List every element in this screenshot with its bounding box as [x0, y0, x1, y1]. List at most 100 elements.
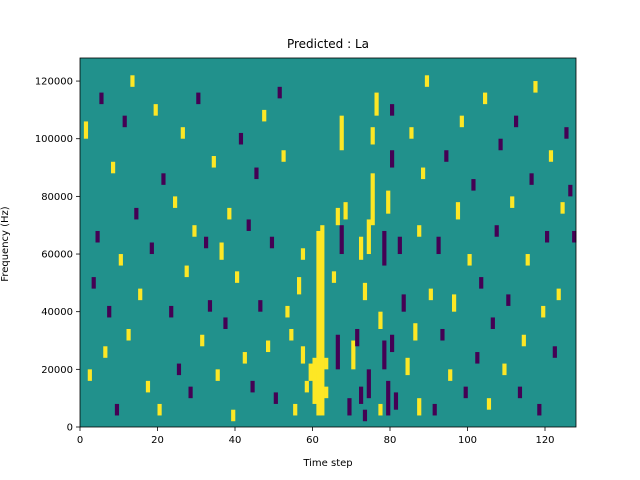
heatmap-cell [401, 294, 406, 312]
heatmap-cell [475, 352, 480, 364]
heatmap-cell [463, 386, 468, 399]
heatmap-cell [378, 311, 383, 329]
plot-area [79, 57, 577, 428]
heatmap-cell [502, 363, 507, 376]
heatmap-cell [479, 277, 484, 289]
heatmap-cell [335, 334, 340, 370]
heatmap-cell [374, 92, 379, 116]
heatmap-cell [223, 317, 228, 329]
heatmap-cell [529, 173, 534, 185]
y-tick-label: 80000 [41, 192, 73, 203]
heatmap-cell [467, 254, 472, 266]
heatmap-cell [324, 357, 329, 370]
heatmap-cell [397, 236, 402, 255]
heatmap-cell [83, 121, 89, 139]
heatmap-cell [440, 328, 445, 341]
heatmap-cell [514, 115, 519, 128]
heatmap-cell [254, 167, 259, 180]
heatmap-cell [366, 369, 371, 399]
x-tick-label: 80 [384, 435, 397, 446]
y-tick-label: 40000 [41, 307, 73, 318]
heatmap-cell [448, 369, 453, 381]
heatmap-cell [118, 254, 123, 266]
heatmap-cell [215, 369, 220, 381]
x-tick-label: 20 [151, 435, 164, 446]
heatmap-cell [362, 409, 368, 422]
heatmap-cell [564, 127, 569, 139]
heatmap-cell [204, 236, 209, 249]
heatmap-cell [339, 115, 344, 151]
heatmap-cell [107, 305, 112, 318]
heatmap-cell [200, 334, 205, 347]
heatmap-cell [366, 219, 371, 255]
heatmap-cell [359, 236, 364, 260]
heatmap-cell [359, 386, 364, 404]
heatmap-cell [192, 225, 197, 237]
heatmap-cell [266, 340, 271, 353]
heatmap-cell [393, 392, 399, 410]
heatmap-cell [390, 150, 395, 168]
heatmap-cell [405, 357, 410, 376]
x-axis-label: Time step [302, 458, 352, 469]
heatmap-cell [111, 161, 116, 174]
heatmap-cell [421, 167, 426, 180]
heatmap-cell [355, 328, 360, 347]
heatmap-cell [173, 196, 178, 208]
heatmap-cell [548, 150, 554, 162]
heatmap-cell [409, 127, 414, 139]
heatmap-cell [103, 346, 108, 358]
heatmap-cell [510, 196, 515, 208]
heatmap-cell [459, 115, 464, 128]
heatmap-cell [386, 380, 391, 416]
heatmap-cell [161, 173, 166, 185]
heatmap-cell [331, 271, 337, 283]
heatmap-cell [417, 225, 422, 237]
heatmap-cell [184, 265, 189, 278]
heatmap-cell [556, 288, 561, 301]
heatmap-cell [436, 236, 441, 255]
heatmap-cell [138, 288, 143, 301]
heatmap-cell [521, 334, 526, 347]
heatmap-cell [211, 156, 216, 168]
heatmap-cell [157, 403, 162, 416]
heatmap-cell [339, 225, 344, 255]
heatmap-cell [95, 230, 100, 243]
heatmap-cell [386, 190, 391, 214]
y-tick-label: 20000 [41, 365, 73, 376]
heatmap-cell [126, 328, 131, 341]
x-tick-label: 60 [306, 435, 319, 446]
heatmap-cell [169, 305, 174, 318]
heatmap-cell [262, 109, 267, 122]
heatmap-cell [312, 357, 317, 404]
heatmap-cell [351, 340, 356, 370]
plot-frame [79, 57, 577, 428]
chart-title: Predicted : La [287, 37, 369, 51]
x-tick-label: 0 [77, 435, 83, 446]
heatmap-cell [541, 305, 546, 318]
heatmap-cell [506, 294, 511, 306]
y-axis: 0 20000 40000 60000 80000 100000 120000 [35, 77, 80, 434]
heatmap-cell [87, 369, 92, 381]
heatmap-cell [498, 138, 503, 151]
heatmap-cell [149, 242, 154, 255]
heatmap-cell [455, 202, 461, 220]
heatmap-cell [269, 236, 275, 249]
x-axis: 0 20 40 60 80 100 120 [77, 427, 555, 446]
heatmap-cell [552, 346, 557, 358]
heatmap-cell [134, 207, 139, 220]
heatmap-cell [417, 398, 422, 416]
heatmap-cell [114, 403, 120, 416]
heatmap-cell [390, 334, 395, 353]
heatmap-cell [219, 242, 224, 260]
heatmap-cell [273, 392, 278, 404]
heatmap-cell [494, 225, 499, 237]
heatmap-cell [246, 219, 251, 231]
heatmap-cell [231, 409, 236, 422]
heatmap-cell [130, 75, 135, 87]
x-tick-label: 40 [229, 435, 242, 446]
heatmap-cell [382, 230, 387, 266]
heatmap-cell [289, 328, 294, 341]
heatmap-cell [258, 300, 263, 312]
heatmap-cell [568, 184, 573, 197]
heatmap-cell [145, 380, 151, 393]
